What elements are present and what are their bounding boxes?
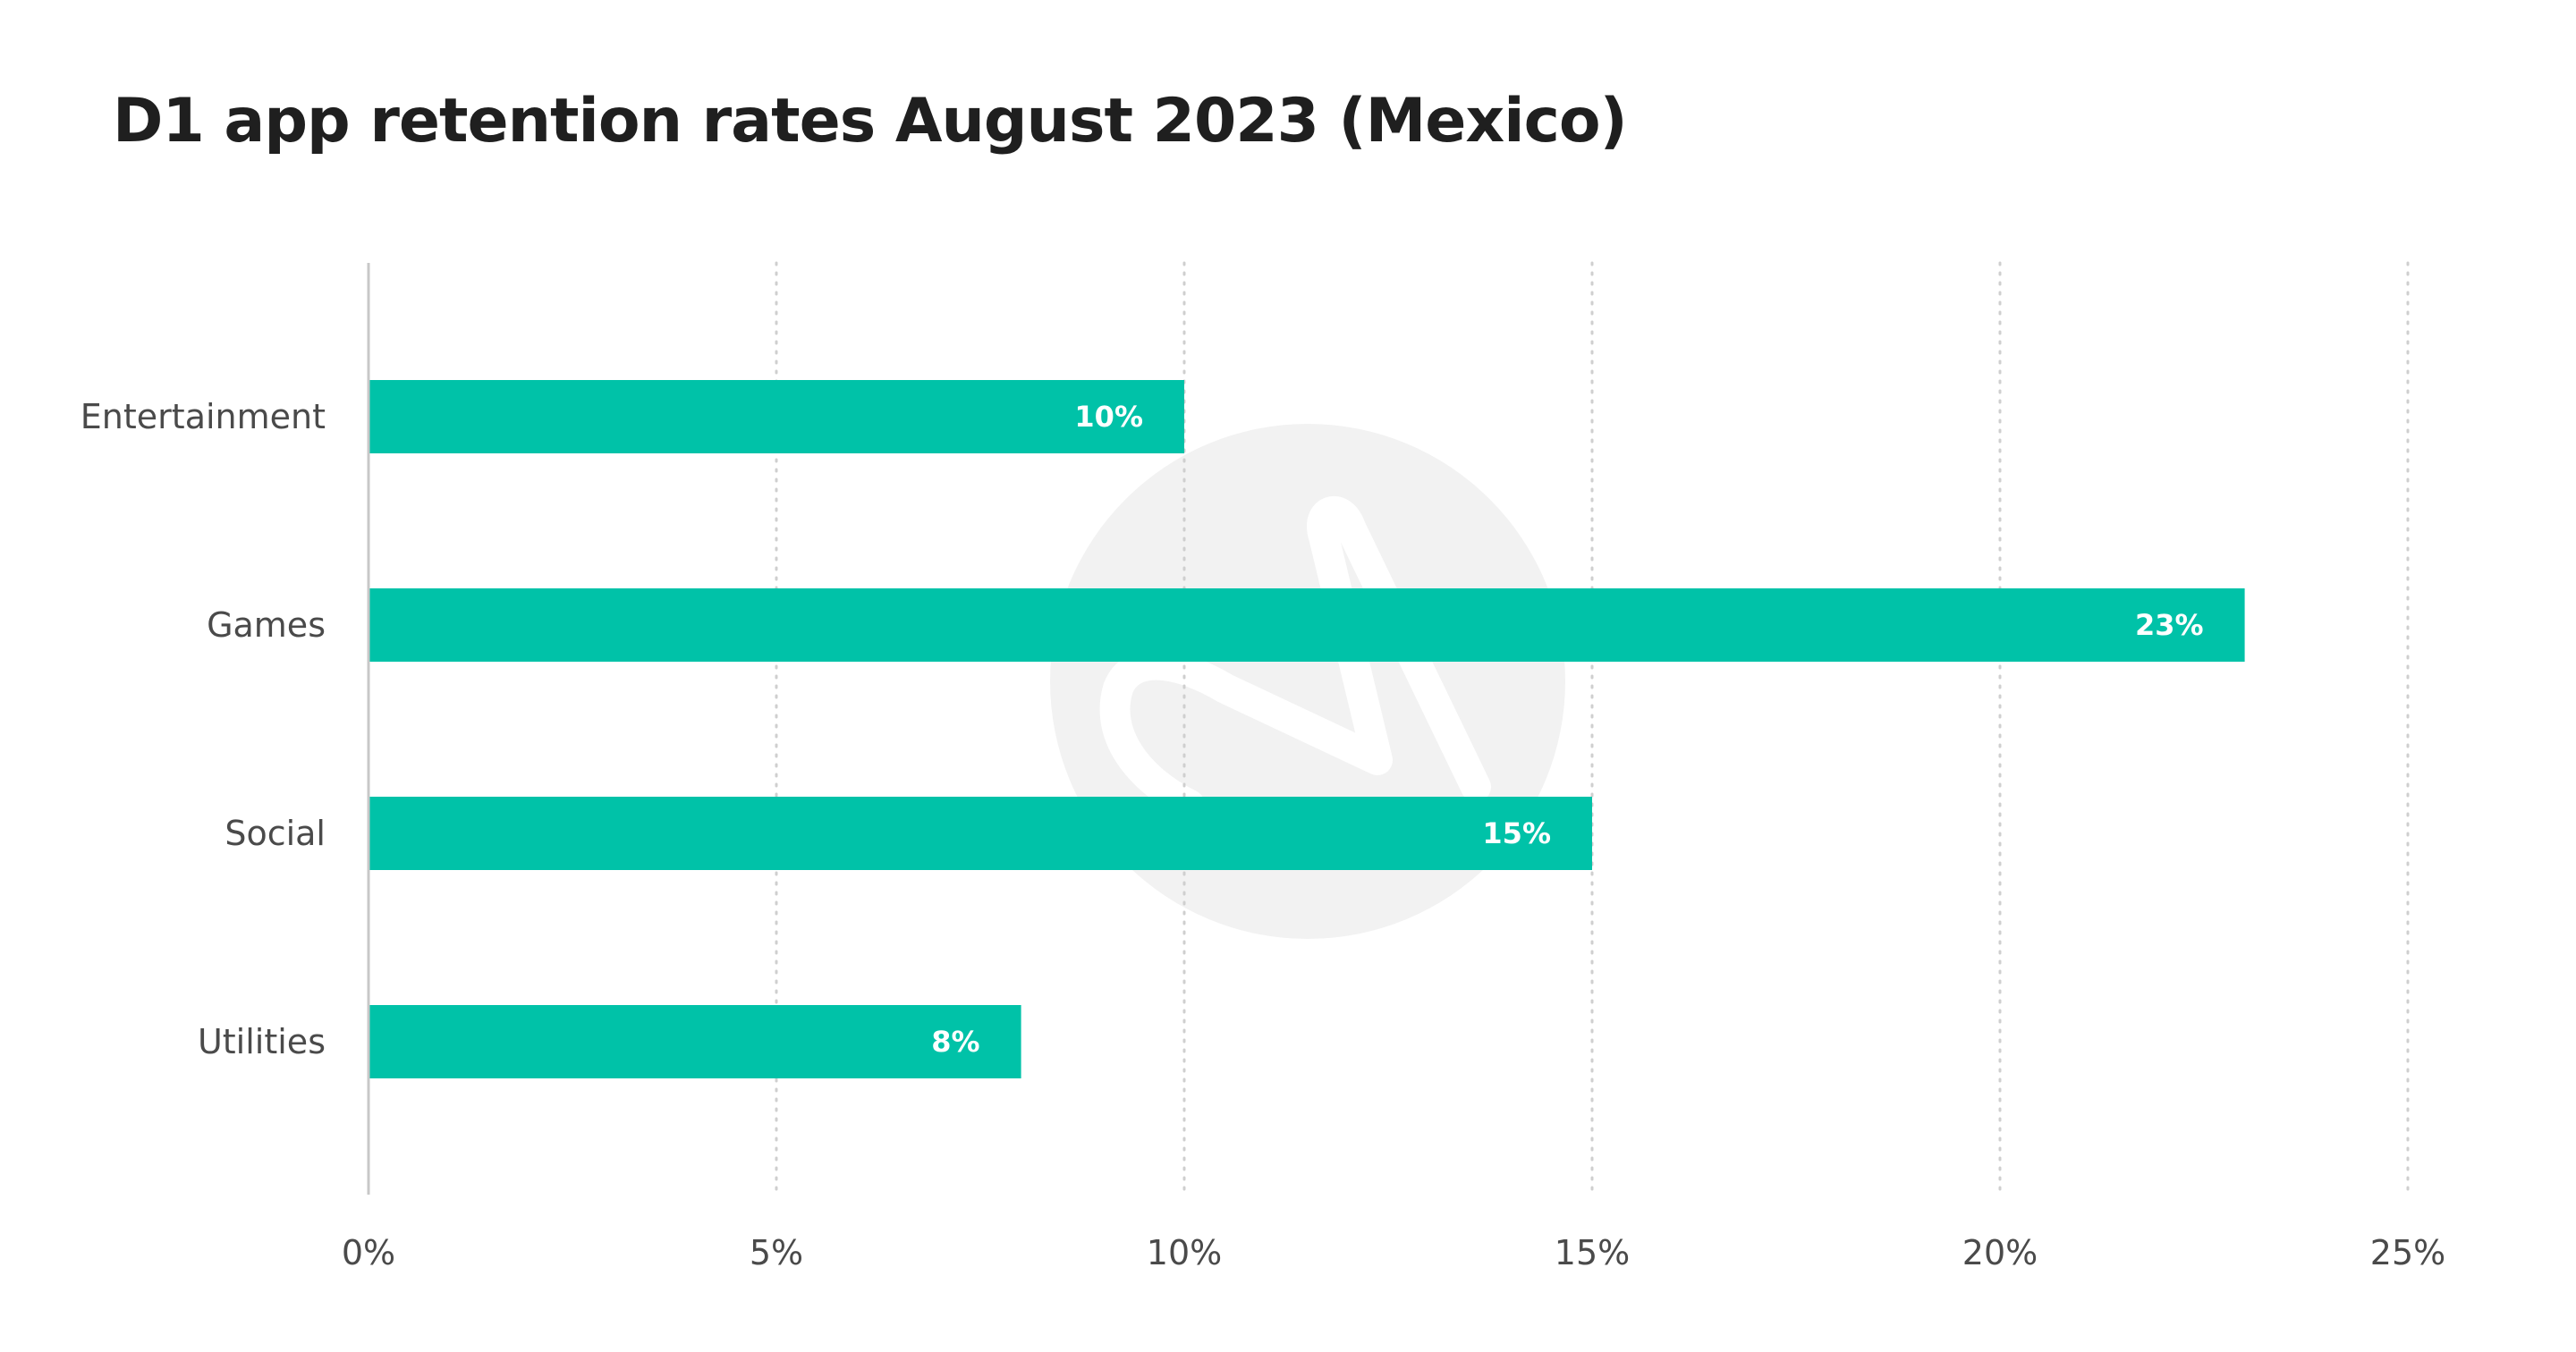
x-tick-label: 15%	[1555, 1233, 1630, 1272]
chart-title: D1 app retention rates August 2023 (Mexi…	[113, 86, 1628, 156]
category-label: Social	[225, 814, 326, 853]
category-label: Games	[207, 605, 326, 645]
bar	[369, 380, 1184, 453]
bar-value-label: 23%	[2135, 608, 2204, 642]
x-tick-label: 10%	[1147, 1233, 1222, 1272]
x-tick-label: 5%	[750, 1233, 803, 1272]
category-label: Utilities	[198, 1022, 326, 1061]
bar	[369, 797, 1592, 870]
bars: 10% 23% 15% 8%	[369, 380, 2245, 1078]
category-label: Entertainment	[80, 397, 326, 436]
bar-value-label: 15%	[1482, 816, 1551, 850]
x-tick-label: 20%	[1962, 1233, 2038, 1272]
bar-value-label: 8%	[931, 1025, 979, 1059]
bar	[369, 588, 2245, 662]
x-tick-label: 0%	[342, 1233, 395, 1272]
bar-value-label: 10%	[1074, 400, 1143, 434]
bar	[369, 1005, 1021, 1078]
x-tick-label: 25%	[2370, 1233, 2445, 1272]
axes: 0% 5% 10% 15% 20% 25% Entertainment Games Social…	[80, 263, 2445, 1272]
